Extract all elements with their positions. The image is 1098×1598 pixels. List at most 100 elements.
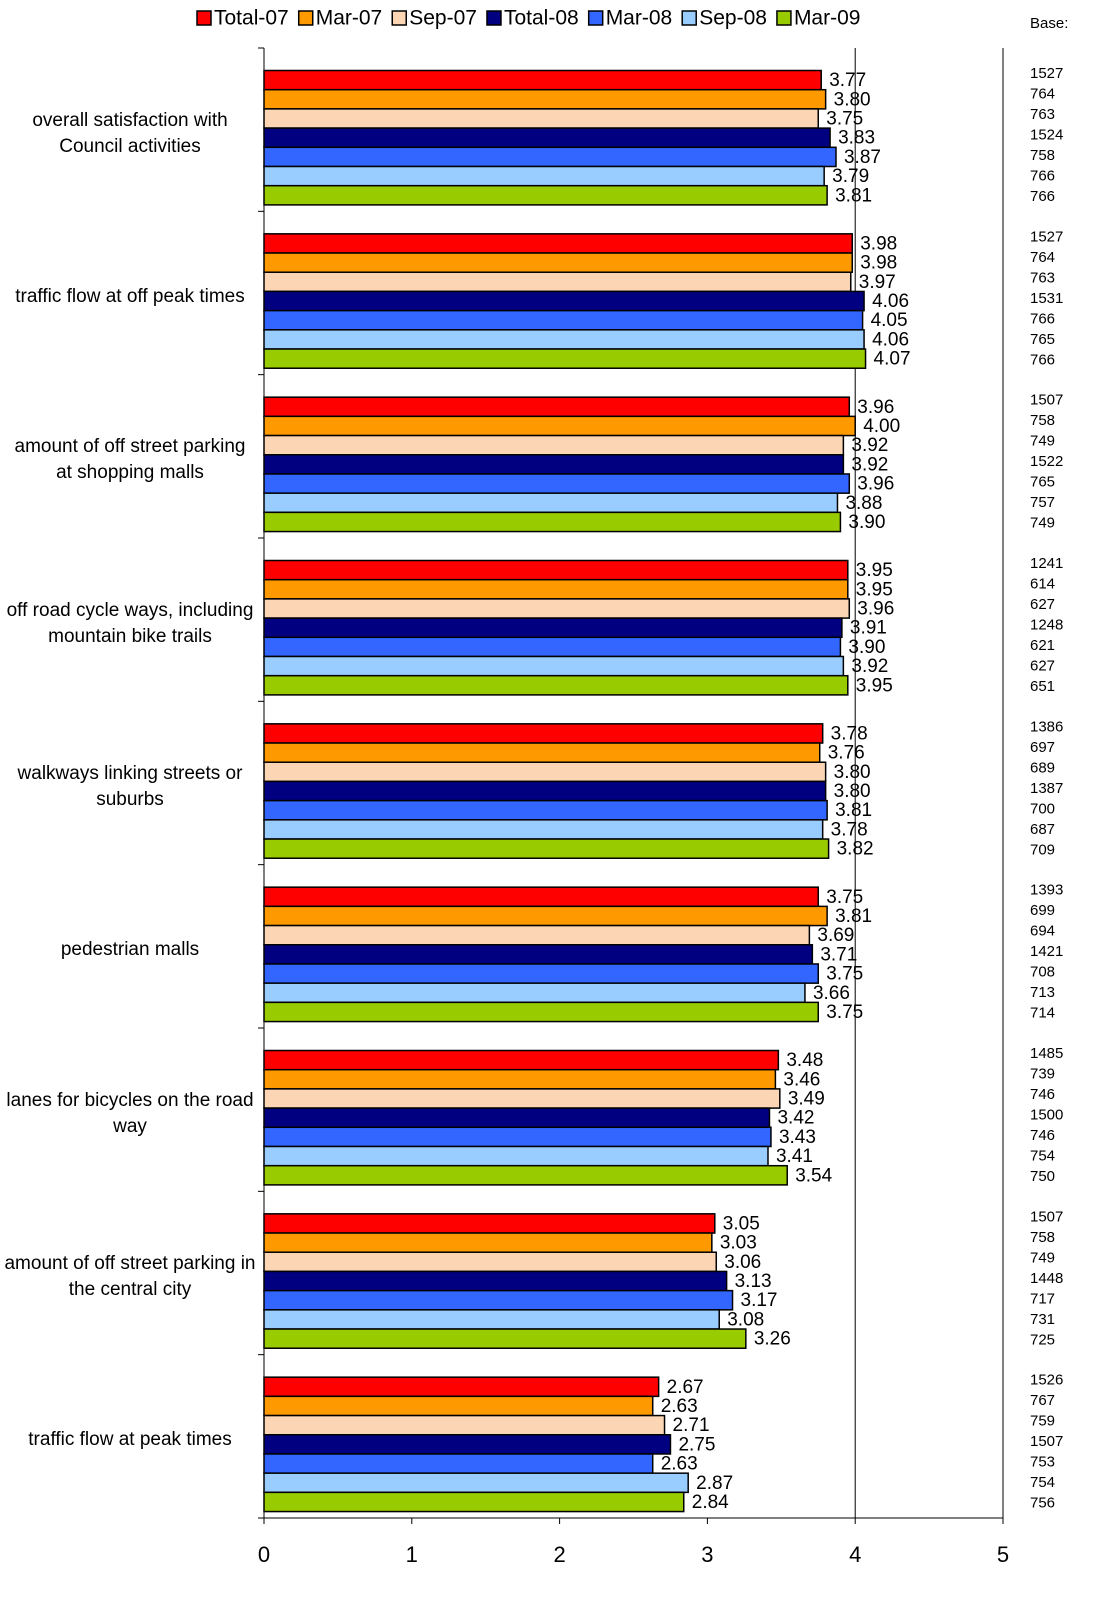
base-value: 766 bbox=[1030, 310, 1055, 327]
value-label: 3.54 bbox=[795, 1165, 832, 1186]
bar bbox=[263, 1107, 771, 1129]
base-value: 1507 bbox=[1030, 1433, 1063, 1450]
value-label: 3.08 bbox=[727, 1309, 764, 1330]
bar bbox=[263, 1328, 747, 1349]
bar bbox=[263, 1453, 654, 1474]
base-value: 754 bbox=[1030, 1474, 1055, 1491]
bar bbox=[263, 1289, 734, 1311]
category-label: lanes for bicycles on the road way bbox=[6, 1089, 254, 1137]
base-value: 756 bbox=[1030, 1495, 1055, 1512]
base-value: 621 bbox=[1030, 637, 1055, 654]
base-value: 1387 bbox=[1030, 780, 1063, 797]
legend-label: Mar-07 bbox=[316, 7, 383, 30]
value-label: 3.49 bbox=[788, 1089, 825, 1110]
bar bbox=[263, 88, 827, 110]
legend-label: Total-07 bbox=[214, 7, 289, 30]
value-label: 3.80 bbox=[834, 89, 871, 110]
value-label: 3.90 bbox=[848, 637, 885, 658]
bar bbox=[263, 108, 819, 129]
value-label: 4.00 bbox=[863, 416, 900, 437]
value-label: 3.83 bbox=[838, 128, 875, 149]
base-value: 766 bbox=[1030, 188, 1055, 205]
bar bbox=[263, 1270, 728, 1292]
value-label: 3.96 bbox=[857, 397, 894, 418]
base-value: 753 bbox=[1030, 1454, 1055, 1471]
legend-label: Total-08 bbox=[504, 7, 579, 30]
bar bbox=[263, 742, 821, 763]
bar bbox=[263, 799, 828, 821]
bar bbox=[263, 1395, 654, 1417]
value-label: 3.42 bbox=[777, 1108, 814, 1129]
category-label: amount of off street parking at shopping… bbox=[14, 436, 246, 484]
value-label: 2.75 bbox=[678, 1434, 715, 1455]
bar bbox=[263, 473, 851, 494]
base-value: 759 bbox=[1030, 1413, 1055, 1430]
bar bbox=[263, 1491, 685, 1513]
value-label: 3.77 bbox=[829, 70, 866, 91]
base-value: 764 bbox=[1030, 249, 1055, 266]
bar bbox=[263, 146, 837, 168]
bar bbox=[263, 309, 864, 331]
bar bbox=[263, 723, 824, 744]
base-value: 1527 bbox=[1030, 65, 1063, 82]
value-label: 3.81 bbox=[835, 800, 872, 821]
x-tick-label: 2 bbox=[553, 1542, 565, 1567]
base-value: 1531 bbox=[1030, 290, 1063, 307]
value-label: 3.13 bbox=[735, 1271, 772, 1292]
legend-label: Mar-09 bbox=[794, 7, 861, 30]
base-value: 1448 bbox=[1030, 1270, 1063, 1287]
value-label: 2.63 bbox=[661, 1454, 698, 1475]
bar bbox=[263, 127, 831, 149]
base-value: 1524 bbox=[1030, 126, 1063, 143]
base-value: 1248 bbox=[1030, 616, 1063, 633]
category-label: traffic flow at off peak times bbox=[15, 286, 245, 308]
value-label: 3.95 bbox=[856, 579, 893, 600]
value-label: 3.78 bbox=[831, 723, 868, 744]
bar bbox=[263, 1376, 660, 1398]
value-label: 3.05 bbox=[723, 1213, 760, 1234]
bar bbox=[263, 838, 830, 859]
legend-swatch bbox=[681, 10, 697, 26]
bar bbox=[263, 578, 849, 600]
bar bbox=[263, 1232, 713, 1253]
base-value: 1507 bbox=[1030, 392, 1063, 409]
value-label: 3.92 bbox=[851, 454, 888, 475]
base-value: 1241 bbox=[1030, 555, 1063, 572]
base-value: 767 bbox=[1030, 1392, 1055, 1409]
bar bbox=[263, 329, 865, 350]
value-label: 3.95 bbox=[856, 560, 893, 581]
bar bbox=[263, 559, 849, 581]
bar bbox=[263, 396, 851, 418]
base-value: 627 bbox=[1030, 657, 1055, 674]
bar bbox=[263, 184, 828, 206]
bar bbox=[263, 252, 853, 273]
value-label: 2.63 bbox=[661, 1396, 698, 1417]
bar bbox=[263, 598, 851, 619]
bar bbox=[263, 1309, 720, 1330]
category-label: walkways linking streets or suburbs bbox=[17, 763, 243, 811]
bar bbox=[263, 233, 853, 254]
value-label: 3.06 bbox=[724, 1252, 761, 1273]
base-value: 764 bbox=[1030, 85, 1055, 102]
base-value: 1393 bbox=[1030, 882, 1063, 899]
base-label: Base: bbox=[1030, 15, 1068, 32]
base-value: 758 bbox=[1030, 1229, 1055, 1246]
bar bbox=[263, 434, 845, 456]
bar bbox=[263, 819, 824, 840]
bar bbox=[263, 982, 806, 1004]
value-label: 3.66 bbox=[813, 983, 850, 1004]
base-value: 749 bbox=[1030, 1249, 1055, 1266]
bar bbox=[263, 1001, 819, 1023]
value-label: 3.43 bbox=[779, 1127, 816, 1148]
base-value: 651 bbox=[1030, 678, 1055, 695]
bar bbox=[263, 617, 843, 639]
bar bbox=[263, 290, 865, 312]
legend-swatch bbox=[196, 10, 212, 26]
base-value: 754 bbox=[1030, 1147, 1055, 1164]
bar bbox=[263, 1414, 666, 1436]
base-value: 766 bbox=[1030, 351, 1055, 368]
base-value: 694 bbox=[1030, 923, 1055, 940]
value-label: 3.98 bbox=[860, 253, 897, 274]
legend-label: Mar-08 bbox=[606, 7, 673, 30]
legend-label: Sep-08 bbox=[699, 7, 767, 30]
